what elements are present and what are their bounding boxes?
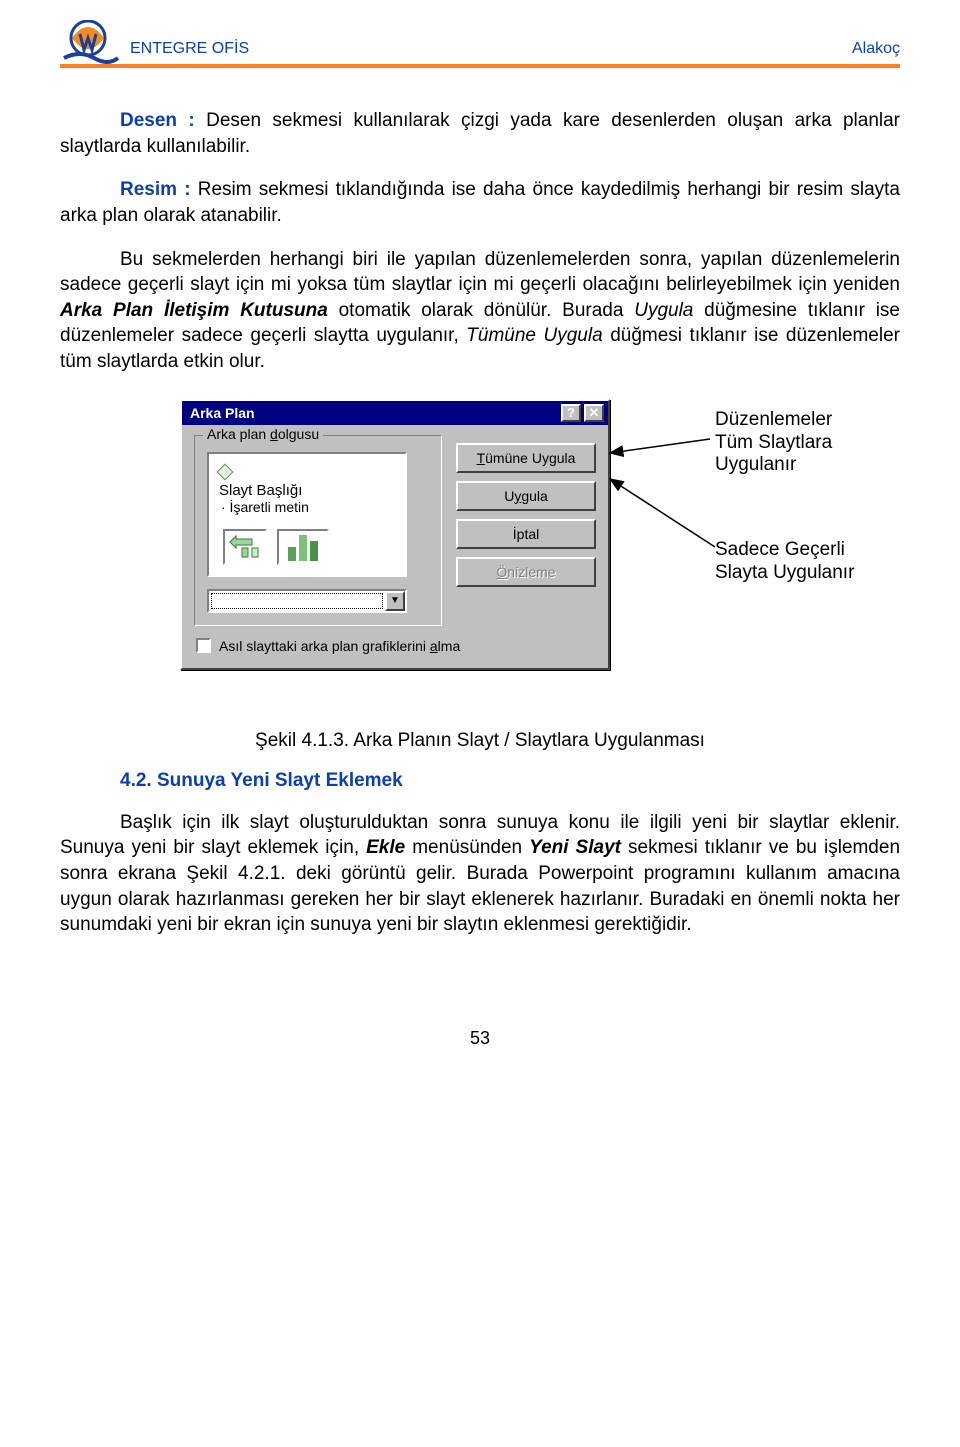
fill-dropdown[interactable]: ▼ [207,589,407,613]
groupbox-legend: Arka plan dolgusu [203,426,323,442]
para3-mid1: otomatik olarak dönülür. Burada [328,300,634,321]
paragraph-desen: Desen : Desen sekmesi kullanılarak çizgi… [60,108,900,159]
titlebar-close-button[interactable]: ✕ [584,404,604,422]
page-header: ENTEGRE OFİS Alakoç [60,40,900,58]
para3-i2: Tümüne Uygula [466,325,602,346]
dialog-title-text: Arka Plan [186,405,255,421]
preview-button[interactable]: Önizleme [456,557,596,587]
preview-title: Slayt Başlığı [219,482,395,499]
university-logo-icon [60,20,120,70]
checkbox-label: Asıl slayttaki arka plan grafiklerini al… [219,638,460,654]
apply-all-button[interactable]: Tümüne Uygula [456,443,596,473]
arrow-to-apply-all-icon [610,431,710,461]
annotation-column: Düzenlemeler Tüm Slaytlara Uygulanır Sad… [620,399,890,417]
figure-caption: Şekil 4.1.3. Arka Planın Slayt / Slaytla… [60,730,900,752]
groupbox-arka-plan-dolgusu: Arka plan dolgusu Slayt Başlığı · İşaret… [194,435,442,626]
figure-arka-plan-dialog: Arka Plan ? ✕ Arka plan dolgusu Slayt B [180,399,900,670]
bar-chart-icon [277,529,329,565]
dialog-arka-plan: Arka Plan ? ✕ Arka plan dolgusu Slayt B [180,399,610,670]
header-left-title: ENTEGRE OFİS [130,40,249,58]
annotation-apply-all: Düzenlemeler Tüm Slaytlara Uygulanır [715,409,832,477]
dropdown-value [211,593,383,609]
paragraph-new-slide: Başlık için ilk slayt oluşturulduktan so… [60,810,900,938]
para3-b1: Arka Plan İletişim Kutusuna [60,300,328,321]
diamond-icon [217,463,234,480]
para4-b1: Ekle [366,837,405,858]
annotation-apply-current: Sadece Geçerli Slayta Uygulanır [715,539,854,585]
org-chart-icon [223,529,267,565]
paragraph-explanation: Bu sekmelerden herhangi biri ile yapılan… [60,247,900,375]
slide-preview: Slayt Başlığı · İşaretli metin [207,452,407,577]
section-heading-4-2: 4.2. Sunuya Yeni Slayt Eklemek [120,770,900,792]
paragraph-resim: Resim : Resim sekmesi tıklandığında ise … [60,177,900,228]
omit-master-graphics-checkbox[interactable] [196,638,211,653]
header-right-author: Alakoç [852,40,900,58]
dialog-titlebar: Arka Plan ? ✕ [182,401,608,425]
header-rule [60,64,900,68]
para3-pre: Bu sekmelerden herhangi biri ile yapılan… [60,249,900,296]
close-icon: ✕ [589,405,600,421]
para3-i1: Uygula [634,300,693,321]
arrow-to-apply-icon [610,469,720,559]
preview-bullet: · İşaretli metin [221,499,395,515]
chevron-down-icon: ▼ [385,591,405,611]
help-icon: ? [567,405,575,420]
para4-b2: Yeni Slayt [529,837,621,858]
titlebar-help-button[interactable]: ? [561,404,581,422]
para2-lead: Resim : [120,179,191,200]
para1-lead: Desen : [120,110,195,131]
page-number: 53 [60,1028,900,1049]
cancel-button[interactable]: İptal [456,519,596,549]
para4-mid1: menüsünden [405,837,529,858]
apply-button[interactable]: Uygula [456,481,596,511]
